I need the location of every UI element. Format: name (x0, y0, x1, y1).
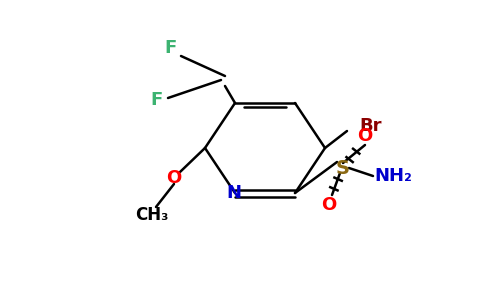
Text: F: F (165, 39, 177, 57)
Text: Br: Br (359, 117, 381, 135)
Text: S: S (336, 158, 350, 178)
Text: F: F (150, 91, 162, 109)
Text: CH₃: CH₃ (136, 206, 169, 224)
Text: O: O (321, 196, 337, 214)
Text: NH₂: NH₂ (374, 167, 412, 185)
Text: N: N (227, 184, 242, 202)
Text: O: O (357, 127, 373, 145)
Text: O: O (166, 169, 182, 187)
